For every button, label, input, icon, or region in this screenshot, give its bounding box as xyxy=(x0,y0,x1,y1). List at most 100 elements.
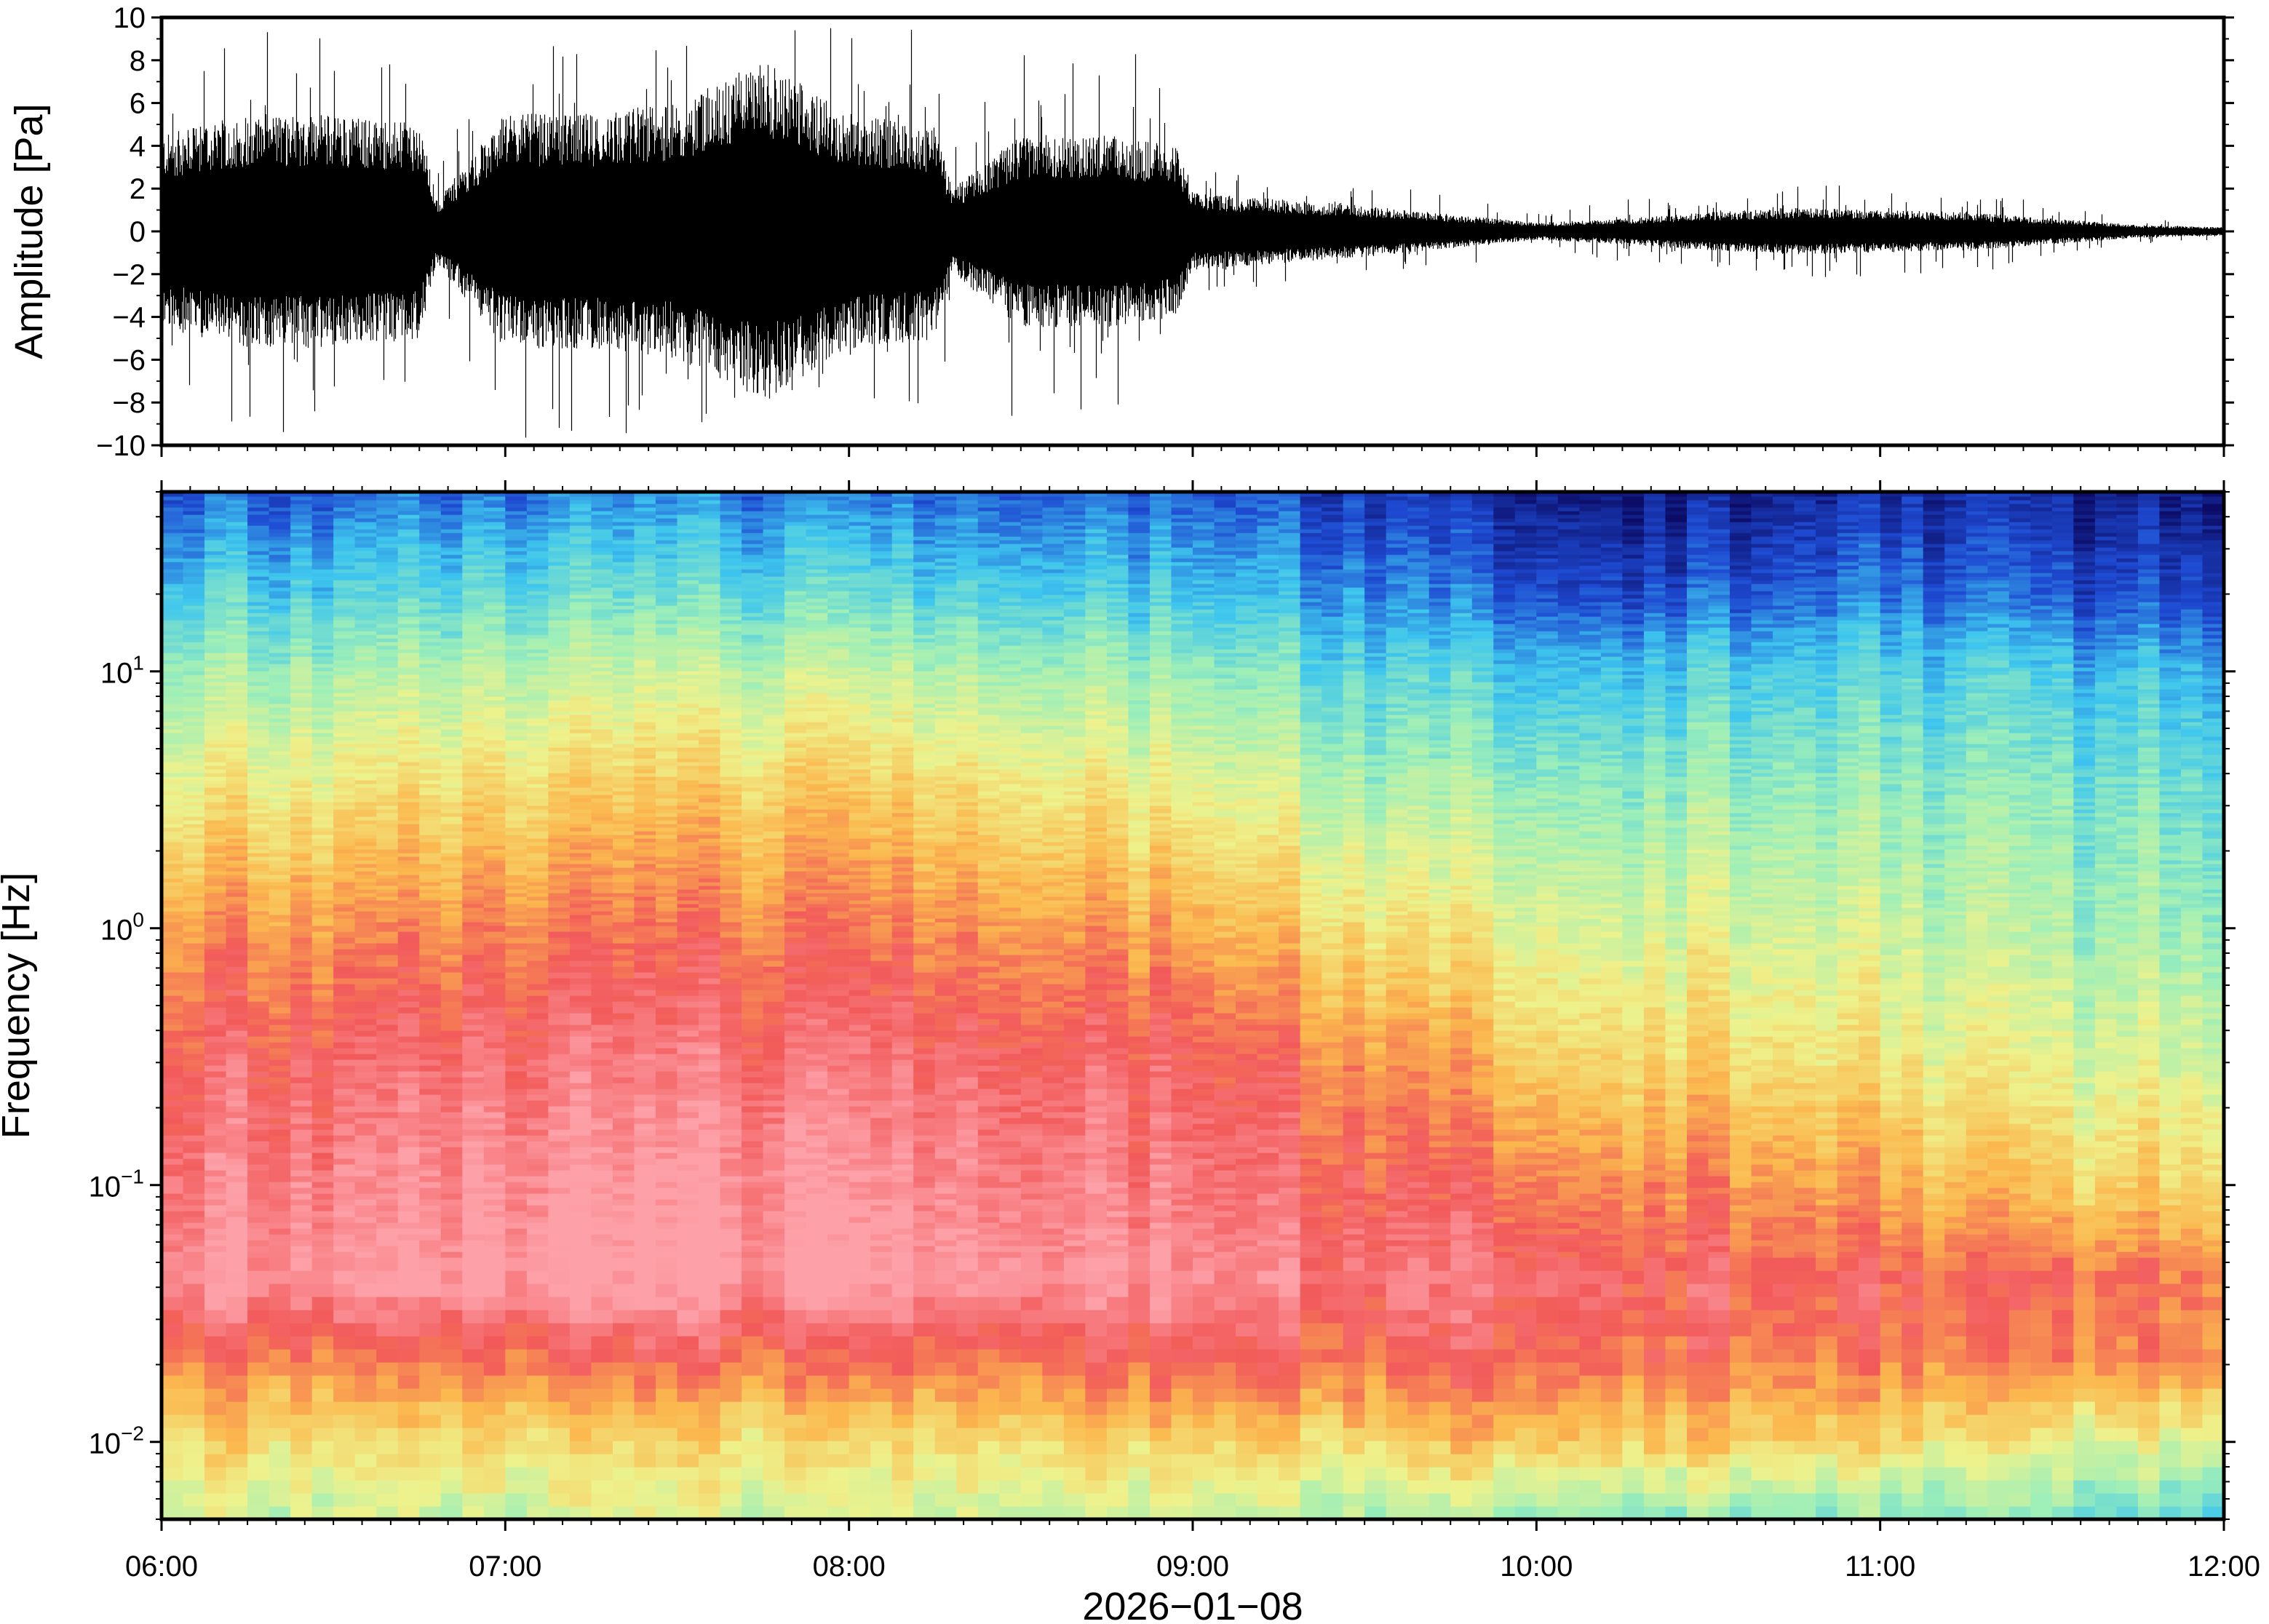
spectrogram-cell xyxy=(462,1106,485,1112)
spectrogram-cell xyxy=(419,1414,442,1428)
spectrogram-cell xyxy=(612,1375,635,1389)
spectrogram-cell xyxy=(376,1349,399,1363)
spectrogram-cell xyxy=(290,518,313,522)
spectrogram-cell xyxy=(419,594,442,599)
spectrogram-cell xyxy=(419,733,442,737)
spectrogram-cell xyxy=(505,496,528,501)
spectrogram-cell xyxy=(677,1077,699,1083)
spectrogram-cell xyxy=(591,904,613,908)
spectrogram-cell xyxy=(269,605,291,610)
spectrogram-cell xyxy=(162,798,184,803)
spectrogram-cell xyxy=(548,1310,571,1324)
spectrogram-cell xyxy=(526,1141,549,1147)
spectrogram-cell xyxy=(376,755,399,759)
spectrogram-cell xyxy=(269,1375,291,1389)
spectrogram-cell xyxy=(204,704,227,708)
spectrogram-cell xyxy=(290,587,313,592)
spectrogram-cell xyxy=(183,1048,205,1054)
spectrogram-cell xyxy=(204,882,227,886)
spectrogram-cell xyxy=(677,744,699,748)
spectrogram-cell xyxy=(397,518,421,522)
spectrogram-cell xyxy=(333,664,356,668)
spectrogram-cell xyxy=(591,547,613,552)
spectrogram-cell xyxy=(162,682,184,686)
spectrogram-cell xyxy=(247,522,270,526)
spectrogram-cell xyxy=(591,693,613,697)
spectrogram-cell xyxy=(290,1042,313,1048)
spectrogram-cell xyxy=(505,776,528,781)
spectrogram-cell xyxy=(269,554,291,559)
spectrogram-cell xyxy=(462,1077,485,1083)
spectrogram-cell xyxy=(162,1240,184,1246)
spectrogram-cell xyxy=(226,685,248,690)
spectrogram-cell xyxy=(505,500,528,504)
spectrogram-cell xyxy=(226,1030,248,1037)
spectrogram-cell xyxy=(677,755,699,759)
spectrogram-cell xyxy=(204,1388,227,1402)
spectrogram-cell xyxy=(290,835,313,839)
spectrogram-cell xyxy=(440,882,464,886)
spectrogram-cell xyxy=(183,896,205,901)
spectrogram-cell xyxy=(440,911,464,915)
spectrogram-cell xyxy=(440,1246,464,1252)
spectrogram-cell xyxy=(548,960,571,967)
spectrogram-cell xyxy=(462,602,485,606)
spectrogram-cell xyxy=(483,1375,506,1389)
spectrogram-cell xyxy=(162,649,184,653)
spectrogram-cell xyxy=(269,864,291,868)
spectrogram-cell xyxy=(440,609,464,613)
spectrogram-cell xyxy=(376,1246,399,1252)
spectrogram-cell xyxy=(183,627,205,632)
spectrogram-cell xyxy=(290,1059,313,1066)
spectrogram-cell xyxy=(526,711,549,715)
spectrogram-cell xyxy=(290,860,313,864)
spectrogram-cell xyxy=(397,972,421,979)
spectrogram-cell xyxy=(269,638,291,642)
spectrogram-cell xyxy=(333,1118,356,1124)
spectrogram-cell xyxy=(505,798,528,803)
spectrogram-cell xyxy=(591,1019,613,1025)
spectrogram-cell xyxy=(655,1088,678,1095)
spectrogram-cell xyxy=(333,864,356,868)
spectrogram-cell xyxy=(440,674,464,679)
spectrogram-cell xyxy=(333,1246,356,1252)
spectrogram-cell xyxy=(419,853,442,857)
spectrogram-cell xyxy=(269,966,291,973)
spectrogram-cell xyxy=(204,736,227,741)
spectrogram-cell xyxy=(526,871,549,875)
spectrogram-cell xyxy=(269,682,291,686)
spectrogram-cell xyxy=(226,1310,248,1324)
spectrogram-cell xyxy=(440,536,464,541)
spectrogram-cell xyxy=(462,1036,485,1043)
spectrogram-cell xyxy=(677,1123,699,1130)
spectrogram-cell xyxy=(505,522,528,526)
spectrogram-cell xyxy=(462,926,485,932)
spectrogram-cell xyxy=(269,536,291,541)
spectrogram-cell xyxy=(311,1013,334,1019)
spectrogram-cell xyxy=(376,911,399,915)
spectrogram-cell xyxy=(269,744,291,748)
spectrogram-cell xyxy=(247,529,270,533)
spectrogram-cell xyxy=(354,573,378,577)
spectrogram-cell xyxy=(548,893,571,897)
spectrogram-cell xyxy=(419,893,442,897)
spectrogram-cell xyxy=(634,1013,656,1019)
spectrogram-cell xyxy=(354,937,378,944)
spectrogram-cell xyxy=(162,849,184,853)
spectrogram-cell xyxy=(290,871,313,875)
spectrogram-cell xyxy=(591,758,613,763)
spectrogram-cell xyxy=(162,1283,184,1297)
spectrogram-cell xyxy=(526,860,549,864)
spectrogram-cell xyxy=(569,685,592,690)
spectrogram-cell xyxy=(226,802,248,806)
spectrogram-cell xyxy=(591,878,613,883)
spectrogram-cell xyxy=(526,594,549,599)
spectrogram-cell xyxy=(462,1217,485,1223)
spectrogram-cell xyxy=(655,667,678,672)
spectrogram-cell xyxy=(677,937,699,944)
spectrogram-cell xyxy=(376,1083,399,1089)
spectrogram-cell xyxy=(204,1205,227,1211)
spectrogram-cell xyxy=(548,736,571,741)
spectrogram-cell xyxy=(269,620,291,624)
